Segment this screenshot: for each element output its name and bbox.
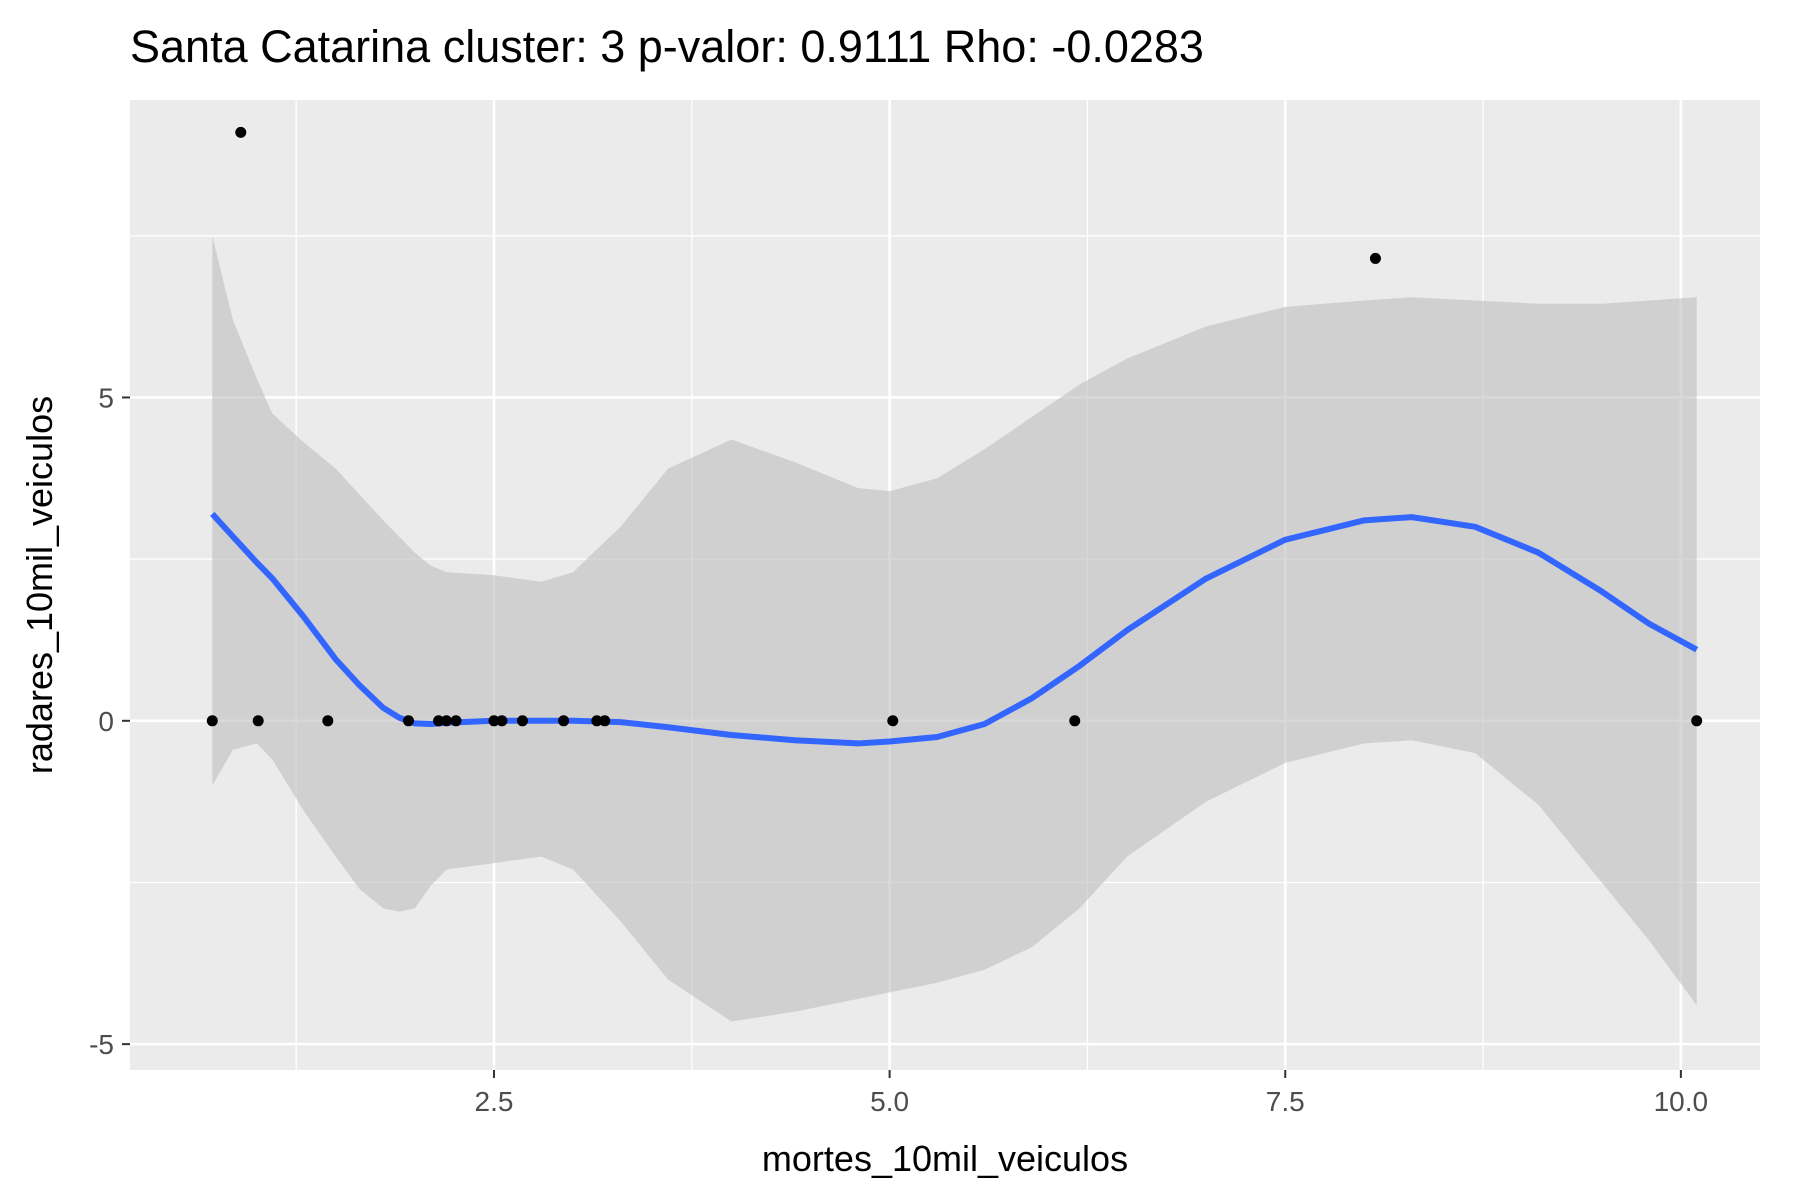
data-point — [1069, 715, 1081, 727]
data-point — [1691, 715, 1703, 727]
smooth-trend-line — [210, 511, 1699, 747]
data-point — [403, 715, 415, 727]
data-point — [206, 715, 218, 727]
data-point — [252, 715, 264, 727]
confidence-band — [212, 235, 1697, 1022]
data-point — [887, 715, 899, 727]
data-point — [235, 126, 247, 138]
data-point — [516, 715, 528, 727]
y-tick-label: -5 — [89, 1029, 114, 1060]
data-point — [322, 715, 334, 727]
chart-title: Santa Catarina cluster: 3 p-valor: 0.911… — [130, 21, 1204, 72]
data-point — [1369, 252, 1381, 264]
data-point — [488, 715, 500, 727]
scatter-points — [206, 126, 1703, 727]
data-point — [433, 715, 445, 727]
x-tick-label: 5.0 — [870, 1086, 909, 1117]
y-tick-label: 0 — [98, 706, 114, 737]
axes: 2.5 5.0 7.5 10.0 -5 0 5 — [89, 382, 1708, 1117]
confidence-ribbon — [212, 235, 1697, 1022]
x-tick-label: 7.5 — [1266, 1086, 1305, 1117]
data-point — [496, 715, 508, 727]
data-point — [558, 715, 570, 727]
x-axis-title: mortes_10mil_veiculos — [762, 1138, 1128, 1179]
y-tick-label: 5 — [98, 382, 114, 413]
y-axis-title: radares_10mil_veiculos — [19, 396, 60, 774]
data-point — [591, 715, 603, 727]
data-point — [441, 715, 453, 727]
data-point — [599, 715, 611, 727]
smooth-line — [210, 511, 1699, 747]
x-tick-label: 10.0 — [1654, 1086, 1709, 1117]
x-tick-label: 2.5 — [475, 1086, 514, 1117]
data-point — [450, 715, 462, 727]
